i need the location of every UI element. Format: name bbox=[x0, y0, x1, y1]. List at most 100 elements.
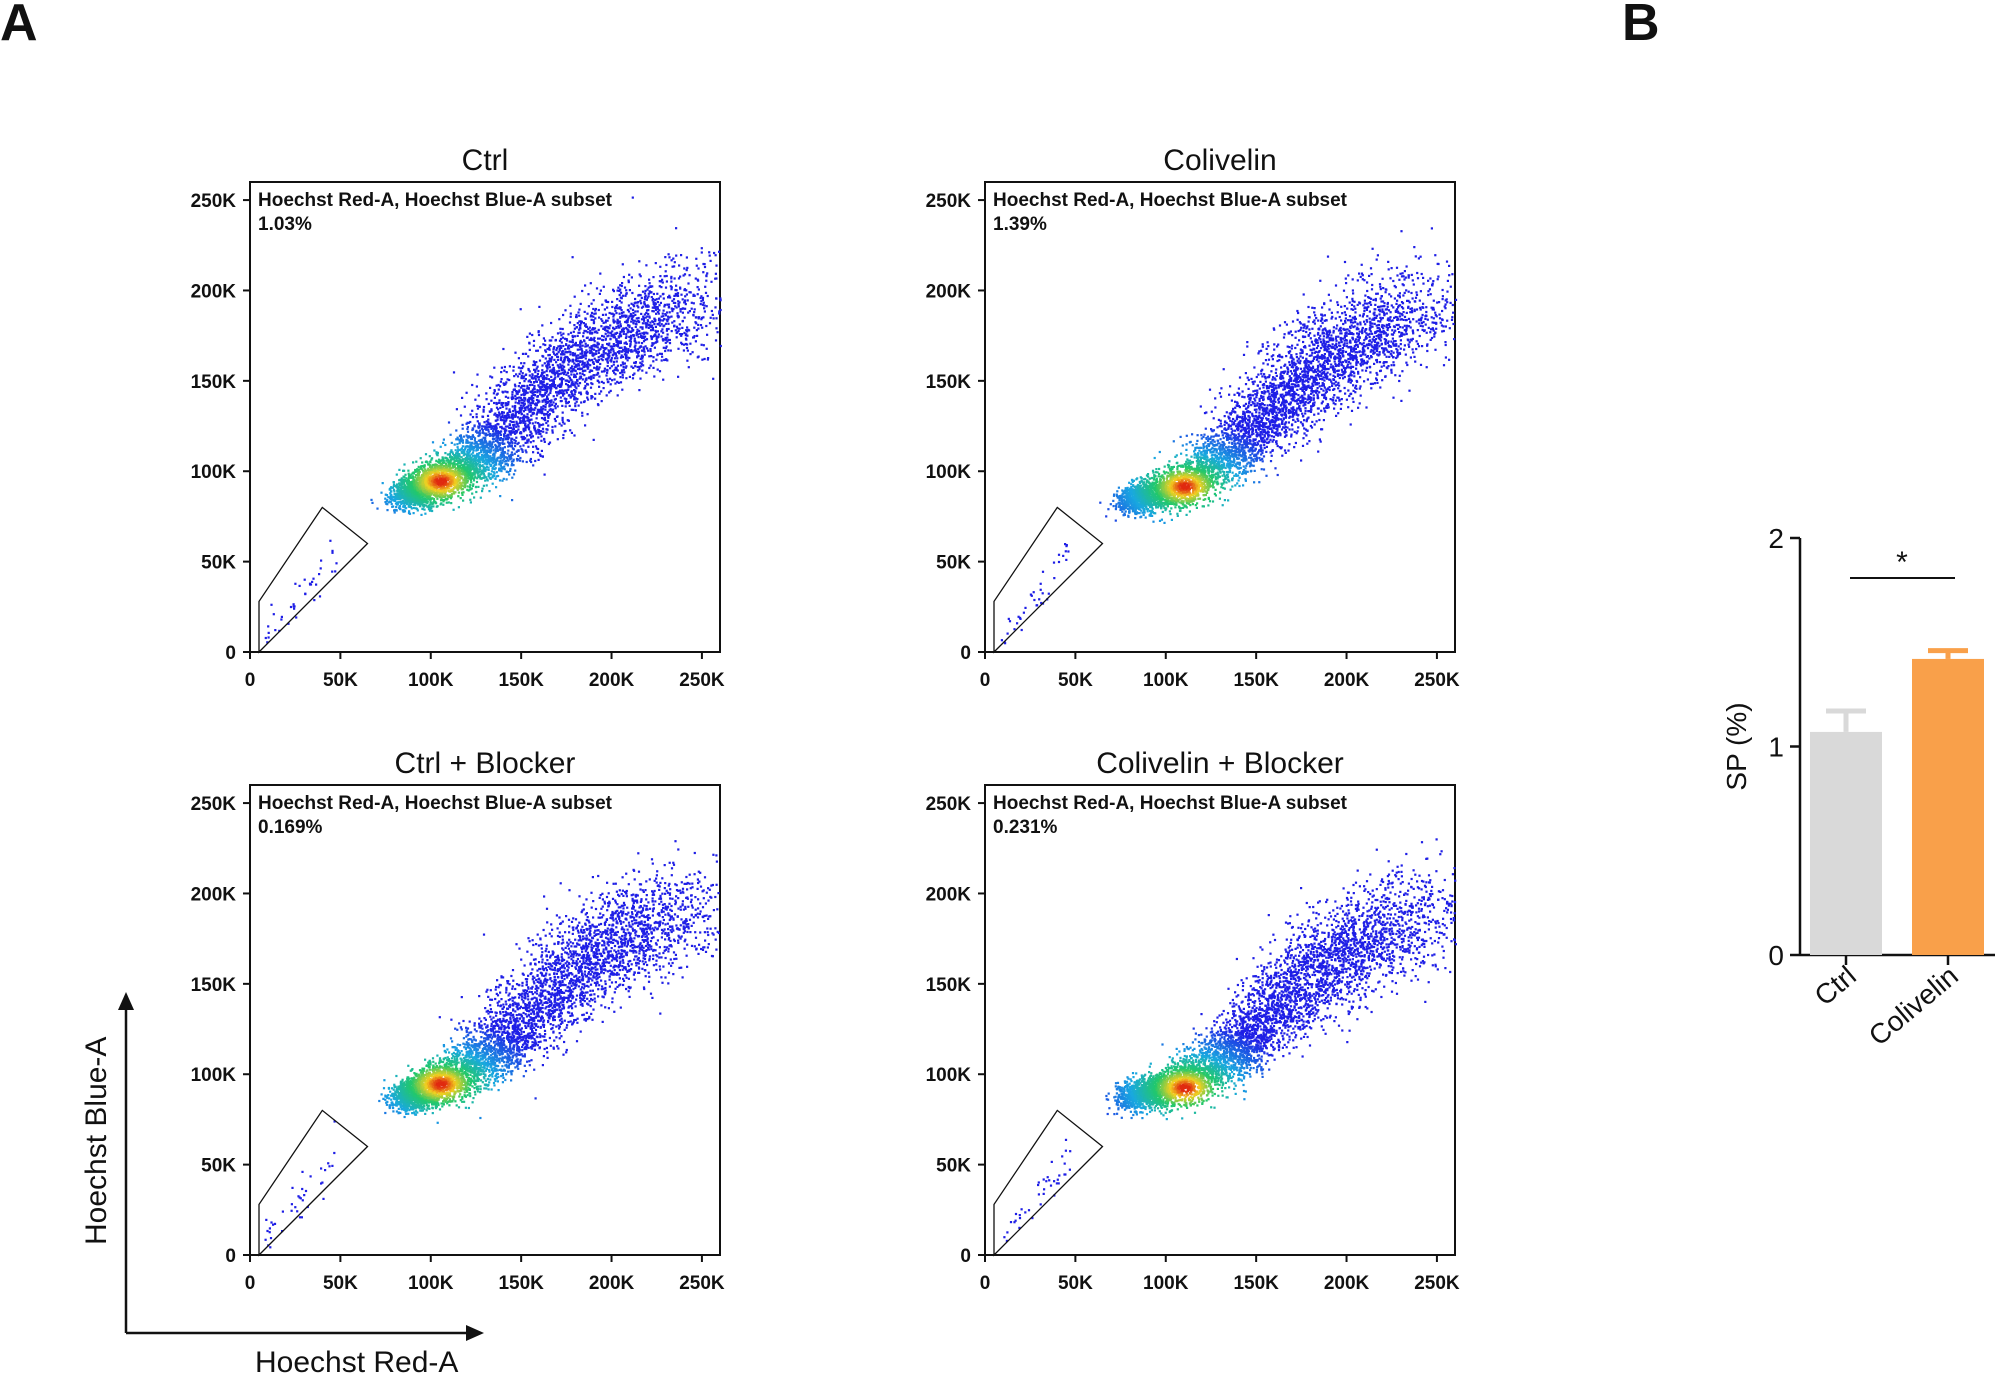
event-dot bbox=[458, 449, 461, 452]
event-dot bbox=[546, 420, 549, 423]
event-dot bbox=[527, 408, 530, 411]
event-dot bbox=[644, 345, 647, 348]
event-dot bbox=[541, 376, 544, 379]
event-dot bbox=[523, 400, 526, 403]
event-dot bbox=[463, 474, 467, 477]
event-dot bbox=[444, 443, 447, 447]
event-dot bbox=[645, 264, 648, 267]
event-dot bbox=[637, 369, 640, 372]
event-dot bbox=[654, 329, 657, 332]
event-dot bbox=[468, 454, 471, 457]
event-dot bbox=[503, 455, 506, 458]
event-dot bbox=[461, 396, 464, 399]
event-dot bbox=[635, 317, 638, 320]
event-dot bbox=[604, 313, 607, 316]
event-dot bbox=[568, 380, 571, 383]
event-dot bbox=[412, 503, 415, 506]
event-dot bbox=[476, 443, 479, 446]
event-dot bbox=[424, 512, 427, 515]
event-dot bbox=[619, 325, 622, 328]
event-dot bbox=[534, 390, 537, 394]
event-dot bbox=[514, 351, 517, 354]
event-dot bbox=[570, 408, 573, 411]
event-dot bbox=[615, 325, 618, 329]
event-dot bbox=[427, 508, 431, 511]
panel-label-a: A bbox=[0, 0, 38, 52]
event-dot bbox=[571, 338, 574, 342]
event-dot bbox=[614, 305, 617, 308]
event-dot bbox=[447, 461, 450, 464]
event-dot bbox=[618, 326, 621, 329]
event-dot bbox=[510, 451, 513, 454]
event-dot bbox=[637, 336, 640, 339]
event-dot bbox=[548, 344, 551, 347]
event-dot bbox=[522, 388, 525, 391]
event-dot bbox=[478, 422, 481, 425]
event-dot bbox=[524, 397, 527, 400]
event-dot bbox=[514, 445, 517, 448]
event-dot bbox=[522, 404, 525, 407]
event-dot bbox=[616, 307, 620, 310]
event-dot bbox=[403, 476, 406, 479]
event-dot bbox=[510, 420, 513, 424]
event-dot bbox=[610, 356, 613, 360]
event-dot bbox=[566, 371, 570, 374]
event-dot bbox=[415, 502, 419, 505]
event-dot bbox=[519, 410, 522, 413]
event-dot bbox=[487, 402, 490, 405]
event-dot bbox=[552, 381, 555, 384]
event-dot bbox=[465, 434, 468, 437]
event-dot bbox=[664, 286, 668, 289]
event-dot bbox=[569, 353, 572, 356]
event-dot bbox=[499, 433, 502, 436]
event-dot bbox=[658, 309, 661, 312]
event-dot bbox=[517, 402, 520, 405]
event-dot bbox=[606, 368, 609, 371]
event-dot bbox=[612, 327, 615, 330]
event-dot bbox=[648, 324, 651, 327]
event-dot bbox=[494, 447, 497, 450]
event-dot bbox=[569, 315, 572, 318]
event-dot bbox=[399, 497, 402, 500]
event-dot bbox=[530, 460, 533, 464]
event-dot bbox=[528, 418, 532, 422]
event-dot bbox=[606, 342, 609, 346]
event-dot bbox=[616, 289, 619, 292]
event-dot bbox=[477, 459, 480, 462]
event-dot bbox=[607, 326, 610, 330]
event-dot bbox=[544, 391, 547, 395]
event-dot bbox=[565, 343, 568, 347]
event-dot bbox=[532, 339, 536, 342]
event-dot bbox=[553, 373, 556, 376]
event-dot bbox=[447, 477, 450, 480]
event-dot bbox=[460, 438, 463, 442]
event-dot bbox=[596, 379, 599, 382]
event-dot bbox=[574, 405, 577, 408]
event-dot bbox=[674, 305, 677, 308]
event-dot bbox=[573, 396, 576, 399]
event-dot bbox=[483, 476, 487, 479]
event-dot bbox=[683, 273, 687, 276]
event-dot bbox=[521, 398, 524, 401]
event-dot bbox=[637, 348, 640, 351]
event-dot bbox=[405, 507, 408, 510]
event-dot bbox=[504, 416, 507, 419]
event-dot bbox=[590, 397, 593, 400]
event-dot bbox=[681, 333, 684, 336]
event-dot bbox=[446, 476, 449, 479]
event-dot bbox=[617, 381, 620, 384]
event-dot bbox=[559, 378, 562, 381]
event-dot bbox=[483, 432, 486, 435]
event-dot bbox=[654, 318, 657, 322]
event-dot bbox=[550, 399, 553, 402]
event-dot bbox=[482, 405, 486, 409]
event-dot bbox=[612, 350, 615, 353]
event-dot bbox=[628, 289, 631, 292]
event-dot bbox=[659, 324, 662, 327]
event-dot bbox=[606, 378, 609, 381]
event-dot bbox=[524, 437, 527, 440]
event-dot bbox=[540, 412, 544, 415]
event-dot bbox=[579, 302, 582, 305]
event-dot bbox=[497, 383, 500, 387]
event-dot bbox=[544, 350, 548, 353]
